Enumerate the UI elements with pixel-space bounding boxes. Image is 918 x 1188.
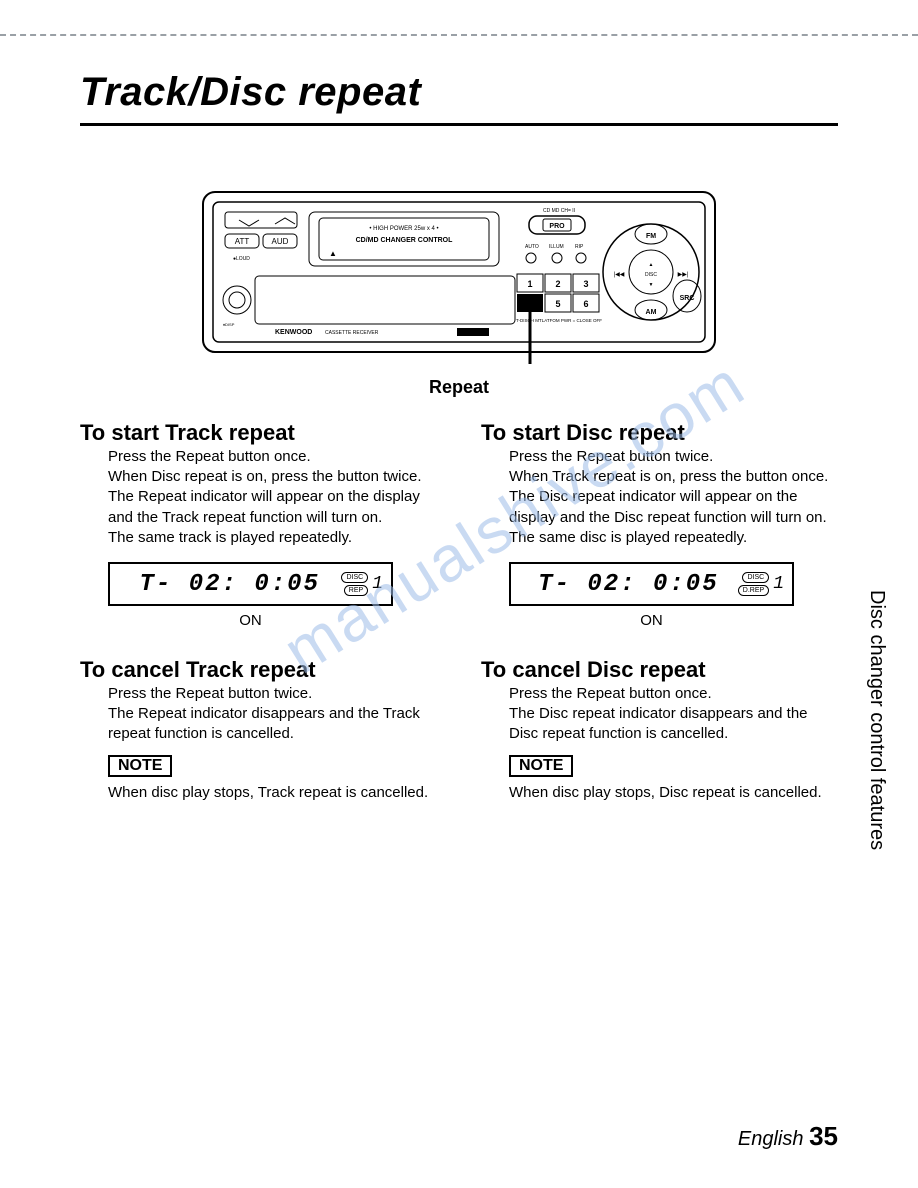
track-note-box: NOTE [108, 755, 172, 777]
svg-text:6: 6 [583, 299, 588, 309]
high-power-text: • HIGH POWER 25w x 4 • [369, 226, 438, 232]
svg-text:1: 1 [527, 279, 532, 289]
start-track-body: When Disc repeat is on, press the button… [108, 467, 437, 548]
disc-pill: DISC [341, 572, 368, 583]
title-underline [80, 123, 838, 126]
cassette-receiver-text: CASSETTE RECEIVER [325, 330, 379, 336]
rip-label: RIP [575, 244, 584, 250]
track-on-label: ON [108, 612, 393, 629]
svg-text:3: 3 [583, 279, 588, 289]
disp-label: ♦DISP [223, 322, 235, 327]
start-disc-heading: To start Disc repeat [481, 420, 838, 446]
cdmd-label: CD MD CH= II [543, 208, 575, 214]
device-illustration: ATT AUD ●LOUD • HIGH POWER 25w x 4 • CD/… [80, 186, 838, 398]
footer-language: English [738, 1128, 804, 1150]
cancel-track-body: The Repeat indicator disappears and the … [108, 704, 437, 745]
disc-note-body: When disc play stops, Disc repeat is can… [509, 783, 838, 803]
right-column: To start Disc repeat Press the Repeat bu… [481, 420, 838, 831]
cancel-disc-heading: To cancel Disc repeat [481, 657, 838, 683]
eject-icon: ▲ [329, 249, 337, 258]
svg-text:5: 5 [555, 299, 560, 309]
manual-page: Track/Disc repeat manualshive.com ATT AU… [0, 0, 918, 1188]
illum-label: ILLUM [549, 244, 564, 250]
two-column-content: To start Track repeat Press the Repeat b… [80, 420, 838, 831]
svg-text:SRC: SRC [680, 295, 695, 302]
svg-text:DISC: DISC [645, 272, 657, 278]
page-footer: English 35 [738, 1121, 838, 1152]
start-disc-repeat-section: To start Disc repeat Press the Repeat bu… [481, 420, 838, 629]
changer-control-text: CD/MD CHANGER CONTROL [356, 237, 454, 244]
track-lcd-display: T- 02: 0:05 DISC REP 1 [108, 562, 393, 606]
page-title: Track/Disc repeat [80, 70, 838, 115]
disc-lcd-badges: DISC D.REP [738, 572, 769, 596]
svg-text:|◀◀: |◀◀ [614, 272, 625, 278]
disc-note-box: NOTE [509, 755, 573, 777]
start-track-heading: To start Track repeat [80, 420, 437, 446]
start-disc-body: When Track repeat is on, press the butto… [509, 467, 838, 548]
start-track-first-line: Press the Repeat button once. [108, 448, 437, 465]
svg-text:AM: AM [646, 309, 657, 316]
side-vertical-label: Disc changer control features [865, 590, 888, 850]
cancel-disc-first-line: Press the Repeat button once. [509, 685, 838, 702]
loud-label: ●LOUD [233, 256, 250, 262]
rep-pill: REP [344, 585, 368, 596]
disc-lcd-text: T- 02: 0:05 [519, 571, 738, 598]
cancel-disc-repeat-section: To cancel Disc repeat Press the Repeat b… [481, 657, 838, 803]
repeat-pointer-label: Repeat [80, 377, 838, 398]
track-lcd-text: T- 02: 0:05 [118, 571, 341, 598]
aud-button-text: AUD [272, 237, 289, 246]
auto-label: AUTO [525, 244, 539, 250]
track-lcd-num: 1 [372, 574, 383, 594]
brand-text: KENWOOD [275, 329, 312, 336]
svg-text:2: 2 [555, 279, 560, 289]
track-note-body: When disc play stops, Track repeat is ca… [108, 783, 437, 803]
cancel-track-heading: To cancel Track repeat [80, 657, 437, 683]
disc-lcd-display: T- 02: 0:05 DISC D.REP 1 [509, 562, 794, 606]
att-button-text: ATT [235, 237, 250, 246]
disc-lcd-num: 1 [773, 574, 784, 594]
dolby-badge [457, 328, 489, 336]
left-column: To start Track repeat Press the Repeat b… [80, 420, 437, 831]
svg-text:FM: FM [646, 233, 656, 240]
start-disc-first-line: Press the Repeat button twice. [509, 448, 838, 465]
car-stereo-diagram: ATT AUD ●LOUD • HIGH POWER 25w x 4 • CD/… [199, 186, 719, 366]
pro-button-text: PRO [549, 223, 565, 230]
disc-pill-r: DISC [742, 572, 769, 583]
disc-on-label: ON [509, 612, 794, 629]
footer-page-number: 35 [809, 1121, 838, 1151]
track-lcd-badges: DISC REP [341, 572, 368, 596]
start-track-repeat-section: To start Track repeat Press the Repeat b… [80, 420, 437, 629]
cancel-track-repeat-section: To cancel Track repeat Press the Repeat … [80, 657, 437, 803]
drep-pill: D.REP [738, 585, 769, 596]
cancel-disc-body: The Disc repeat indicator disappears and… [509, 704, 838, 745]
svg-text:▼: ▼ [649, 282, 654, 288]
cancel-track-first-line: Press the Repeat button twice. [108, 685, 437, 702]
svg-text:▲: ▲ [649, 262, 654, 268]
svg-text:▶▶|: ▶▶| [678, 272, 689, 278]
